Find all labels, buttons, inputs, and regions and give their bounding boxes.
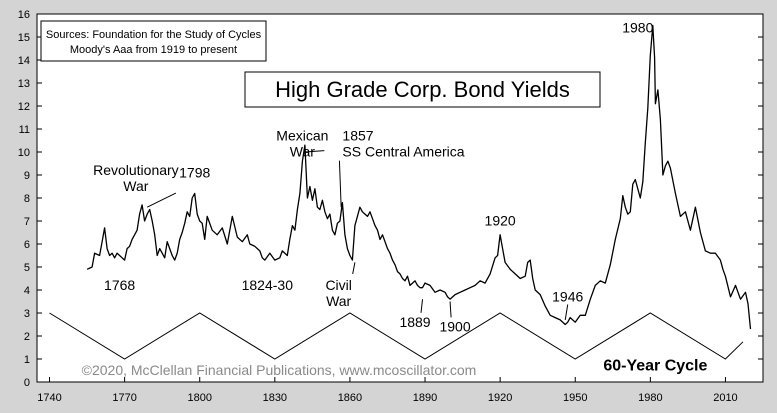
annotation-1824-30-line-1: 1824-30	[242, 277, 294, 293]
x-tick-label: 1920	[488, 392, 512, 404]
x-tick-label: 1740	[37, 392, 61, 404]
annotation-mexican-war-line-2: War	[290, 144, 315, 160]
y-tick-label: 0	[24, 377, 30, 389]
annotation-mexican-war-pointer	[304, 150, 325, 153]
y-tick-label: 15	[18, 32, 30, 44]
y-tick-label: 4	[24, 285, 30, 297]
y-tick-label: 3	[24, 308, 30, 320]
annotation-1946-line-1: 1946	[552, 289, 583, 305]
annotation-1900-line-1: 1900	[439, 318, 470, 334]
annotation-revolutionary-war-line-2: War	[123, 178, 148, 194]
annotation-civil-war-line-1: Civil	[325, 277, 351, 293]
cycle-line	[49, 312, 744, 360]
sources-line-2: Moody's Aaa from 1919 to present	[70, 44, 237, 56]
y-tick-label: 6	[24, 239, 30, 251]
chart-title: High Grade Corp. Bond Yields	[275, 77, 570, 102]
annotation-revolutionary-war-line-1: Revolutionary	[93, 162, 179, 178]
x-tick-label: 1830	[263, 392, 287, 404]
copyright-notice: ©2020, McClellan Financial Publications,…	[82, 362, 477, 378]
y-tick-label: 9	[24, 170, 30, 182]
annotation-60-year-cycle-line-1: 60-Year Cycle	[603, 358, 707, 375]
y-tick-label: 11	[19, 124, 30, 136]
x-tick-label: 1980	[638, 392, 662, 404]
x-tick-label: 1890	[413, 392, 437, 404]
annotation-1889-pointer	[420, 299, 424, 313]
y-tick-label: 16	[18, 9, 30, 21]
y-tick-label: 2	[24, 331, 30, 343]
title-box: High Grade Corp. Bond Yields	[244, 71, 601, 108]
y-tick-label: 8	[24, 193, 30, 205]
annotation-mexican-war-line-1: Mexican	[276, 128, 328, 144]
annotation-1798-line-1: 1798	[179, 164, 210, 180]
y-tick-label: 12	[18, 101, 30, 113]
annotation-civil-war-pointer	[352, 262, 356, 275]
y-tick-label: 14	[18, 55, 30, 67]
y-tick-label: 10	[18, 147, 30, 159]
y-tick-label: 1	[24, 354, 30, 366]
x-tick-label: 1770	[112, 392, 136, 404]
x-tick-label: 1860	[338, 392, 362, 404]
sources-line-1: Sources: Foundation for the Study of Cyc…	[46, 29, 262, 41]
annotation-1900-pointer	[449, 301, 452, 318]
annotation-1857-ss-central-america-pointer	[338, 160, 342, 208]
annotation-civil-war-line-2: War	[326, 293, 351, 309]
x-axis: 1740 1770 1800 1830 1860 1890 1920 1950 1980 2010	[37, 377, 738, 404]
x-tick-label: 1950	[563, 392, 587, 404]
annotation-1857-ss-central-america-line-2: SS Central America	[342, 144, 464, 160]
annotation-1857-ss-central-america-line-1: 1857	[342, 128, 373, 144]
x-tick-label: 1800	[187, 392, 211, 404]
y-tick-label: 5	[24, 262, 30, 274]
x-tick-label: 2010	[713, 392, 737, 404]
sources-box: Sources: Foundation for the Study of Cyc…	[40, 20, 267, 62]
annotation-1920-line-1: 1920	[485, 213, 516, 229]
annotation-1768-line-1: 1768	[104, 277, 135, 293]
annotation-1946-pointer	[564, 304, 569, 320]
y-tick-label: 13	[18, 78, 30, 90]
annotation-1889-line-1: 1889	[399, 314, 430, 330]
annotation-revolutionary-war-pointer	[146, 192, 177, 208]
y-tick-label: 7	[24, 216, 30, 228]
annotation-1980-line-1: 1980	[622, 19, 653, 35]
yield-series-line	[86, 24, 752, 330]
